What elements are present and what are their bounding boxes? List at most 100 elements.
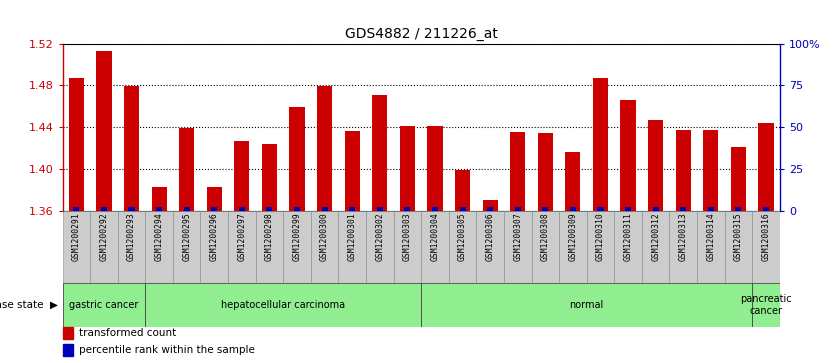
- Text: GSM1200309: GSM1200309: [569, 213, 577, 261]
- Bar: [377, 207, 383, 211]
- Bar: [179, 128, 194, 211]
- Bar: [752, 211, 780, 283]
- Bar: [211, 207, 218, 211]
- Bar: [597, 207, 604, 211]
- Text: GSM1200299: GSM1200299: [293, 213, 302, 261]
- Bar: [476, 211, 504, 283]
- Text: GSM1200291: GSM1200291: [72, 213, 81, 261]
- Text: pancreatic
cancer: pancreatic cancer: [741, 294, 791, 316]
- Bar: [101, 207, 107, 211]
- Text: transformed count: transformed count: [79, 328, 177, 338]
- Text: GSM1200292: GSM1200292: [99, 213, 108, 261]
- Bar: [366, 211, 394, 283]
- Text: percentile rank within the sample: percentile rank within the sample: [79, 345, 255, 355]
- Bar: [681, 207, 686, 211]
- Bar: [124, 86, 139, 211]
- Text: GSM1200293: GSM1200293: [127, 213, 136, 261]
- Text: GSM1200307: GSM1200307: [513, 213, 522, 261]
- Bar: [256, 211, 284, 283]
- Text: GSM1200295: GSM1200295: [182, 213, 191, 261]
- Bar: [504, 211, 531, 283]
- Bar: [736, 207, 741, 211]
- Bar: [483, 200, 498, 211]
- Text: GSM1200313: GSM1200313: [679, 213, 688, 261]
- Bar: [559, 211, 586, 283]
- Text: GSM1200300: GSM1200300: [320, 213, 329, 261]
- Bar: [642, 211, 670, 283]
- Bar: [262, 144, 277, 211]
- Bar: [752, 283, 780, 327]
- Text: GSM1200312: GSM1200312: [651, 213, 661, 261]
- Text: GSM1200298: GSM1200298: [265, 213, 274, 261]
- Bar: [183, 207, 189, 211]
- Text: GSM1200294: GSM1200294: [154, 213, 163, 261]
- Bar: [322, 207, 328, 211]
- Bar: [648, 120, 663, 211]
- Bar: [90, 211, 118, 283]
- Bar: [294, 207, 300, 211]
- Bar: [173, 211, 200, 283]
- Text: GSM1200297: GSM1200297: [238, 213, 246, 261]
- Bar: [128, 207, 134, 211]
- Bar: [394, 211, 421, 283]
- Bar: [399, 126, 415, 211]
- Bar: [349, 207, 355, 211]
- Bar: [73, 207, 79, 211]
- Bar: [697, 211, 725, 283]
- Text: GSM1200311: GSM1200311: [624, 213, 632, 261]
- Bar: [145, 211, 173, 283]
- Text: GSM1200316: GSM1200316: [761, 213, 771, 261]
- Bar: [63, 283, 145, 327]
- Bar: [239, 207, 245, 211]
- Bar: [234, 140, 249, 211]
- Bar: [339, 211, 366, 283]
- Bar: [676, 130, 691, 211]
- Bar: [207, 187, 222, 211]
- Text: GSM1200305: GSM1200305: [458, 213, 467, 261]
- Text: GSM1200310: GSM1200310: [596, 213, 605, 261]
- Bar: [152, 187, 167, 211]
- Bar: [421, 211, 449, 283]
- Bar: [421, 283, 752, 327]
- Bar: [620, 100, 636, 211]
- Bar: [538, 133, 553, 211]
- Text: GSM1200304: GSM1200304: [430, 213, 440, 261]
- Bar: [586, 211, 615, 283]
- Bar: [653, 207, 659, 211]
- Bar: [565, 152, 580, 211]
- Text: GSM1200301: GSM1200301: [348, 213, 357, 261]
- Bar: [758, 123, 774, 211]
- Text: GSM1200296: GSM1200296: [210, 213, 219, 261]
- Bar: [266, 207, 273, 211]
- Bar: [510, 132, 525, 211]
- Bar: [725, 211, 752, 283]
- Bar: [731, 147, 746, 211]
- Bar: [763, 207, 769, 211]
- Bar: [515, 207, 520, 211]
- Text: GSM1200315: GSM1200315: [734, 213, 743, 261]
- Bar: [289, 107, 304, 211]
- Bar: [542, 207, 548, 211]
- Title: GDS4882 / 211226_at: GDS4882 / 211226_at: [344, 27, 498, 41]
- Bar: [703, 130, 718, 211]
- Text: GSM1200308: GSM1200308: [540, 213, 550, 261]
- Bar: [63, 211, 90, 283]
- Bar: [372, 95, 387, 211]
- Bar: [284, 211, 311, 283]
- Text: GSM1200314: GSM1200314: [706, 213, 716, 261]
- Text: disease state  ▶: disease state ▶: [0, 300, 58, 310]
- Bar: [615, 211, 642, 283]
- Text: gastric cancer: gastric cancer: [69, 300, 138, 310]
- Bar: [311, 211, 339, 283]
- Bar: [427, 126, 443, 211]
- Bar: [570, 207, 576, 211]
- Bar: [460, 207, 465, 211]
- Text: GSM1200302: GSM1200302: [375, 213, 384, 261]
- Bar: [531, 211, 559, 283]
- Bar: [593, 78, 608, 211]
- Text: normal: normal: [570, 300, 604, 310]
- Bar: [449, 211, 476, 283]
- Text: GSM1200306: GSM1200306: [485, 213, 495, 261]
- Bar: [708, 207, 714, 211]
- Bar: [118, 211, 145, 283]
